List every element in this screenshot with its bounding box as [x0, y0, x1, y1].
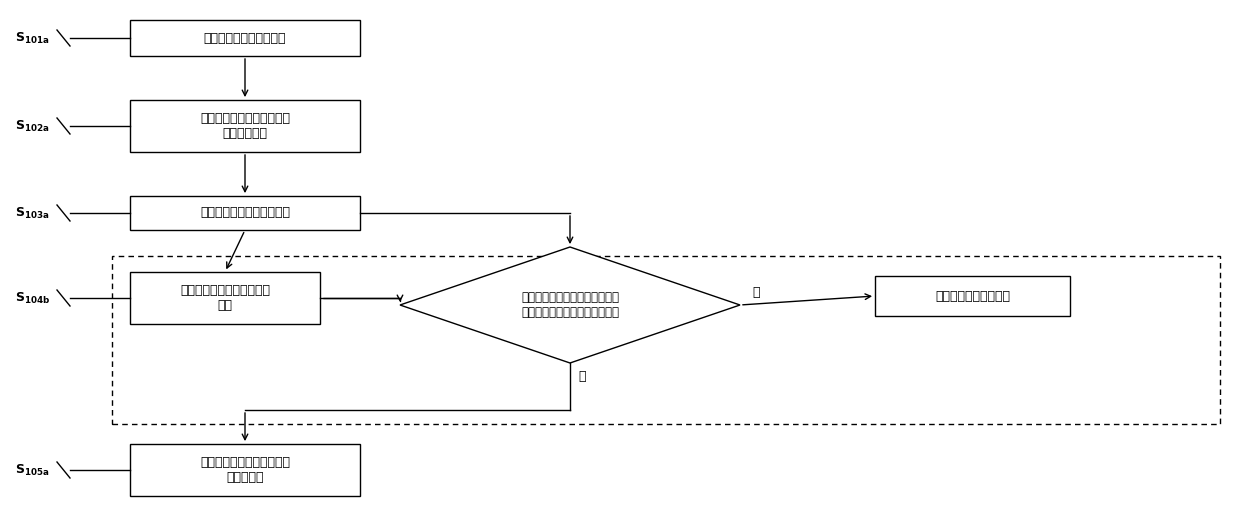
Bar — [130, 196, 360, 230]
Text: 检测在一预设时长的时间段内局
域网与广域网间是否有数据传输: 检测在一预设时长的时间段内局 域网与广域网间是否有数据传输 — [521, 291, 619, 319]
Bar — [875, 276, 1070, 316]
Text: $\mathbf{S}_{\mathbf{103a}}$: $\mathbf{S}_{\mathbf{103a}}$ — [15, 206, 50, 221]
Bar — [130, 100, 360, 152]
Text: 是: 是 — [751, 287, 759, 300]
Text: 上联端口开放并接通广域网: 上联端口开放并接通广域网 — [200, 207, 290, 219]
Text: 下联端口接收到该外网断开
指令: 下联端口接收到该外网断开 指令 — [180, 284, 270, 312]
Bar — [130, 444, 360, 496]
Text: $\mathbf{S}_{\mathbf{101a}}$: $\mathbf{S}_{\mathbf{101a}}$ — [15, 30, 50, 45]
Text: $\mathbf{S}_{\mathbf{102a}}$: $\mathbf{S}_{\mathbf{102a}}$ — [15, 118, 50, 134]
Text: 设置上联端口为关闭状态: 设置上联端口为关闭状态 — [203, 31, 286, 44]
Text: $\mathbf{S}_{\mathbf{104b}}$: $\mathbf{S}_{\mathbf{104b}}$ — [15, 290, 51, 305]
Bar — [130, 272, 320, 324]
Text: 否: 否 — [578, 371, 585, 384]
Text: 不断开和广域网的连接: 不断开和广域网的连接 — [935, 290, 1011, 303]
Polygon shape — [401, 247, 740, 363]
Text: $\mathbf{S}_{\mathbf{105a}}$: $\mathbf{S}_{\mathbf{105a}}$ — [15, 462, 50, 478]
Text: 该至少一下联端口接收到该
外网连接指令: 该至少一下联端口接收到该 外网连接指令 — [200, 112, 290, 140]
Bar — [112, 256, 1220, 424]
Text: 上联端口断开和广域网的连
接，并关闭: 上联端口断开和广域网的连 接，并关闭 — [200, 456, 290, 484]
Bar — [130, 20, 360, 56]
